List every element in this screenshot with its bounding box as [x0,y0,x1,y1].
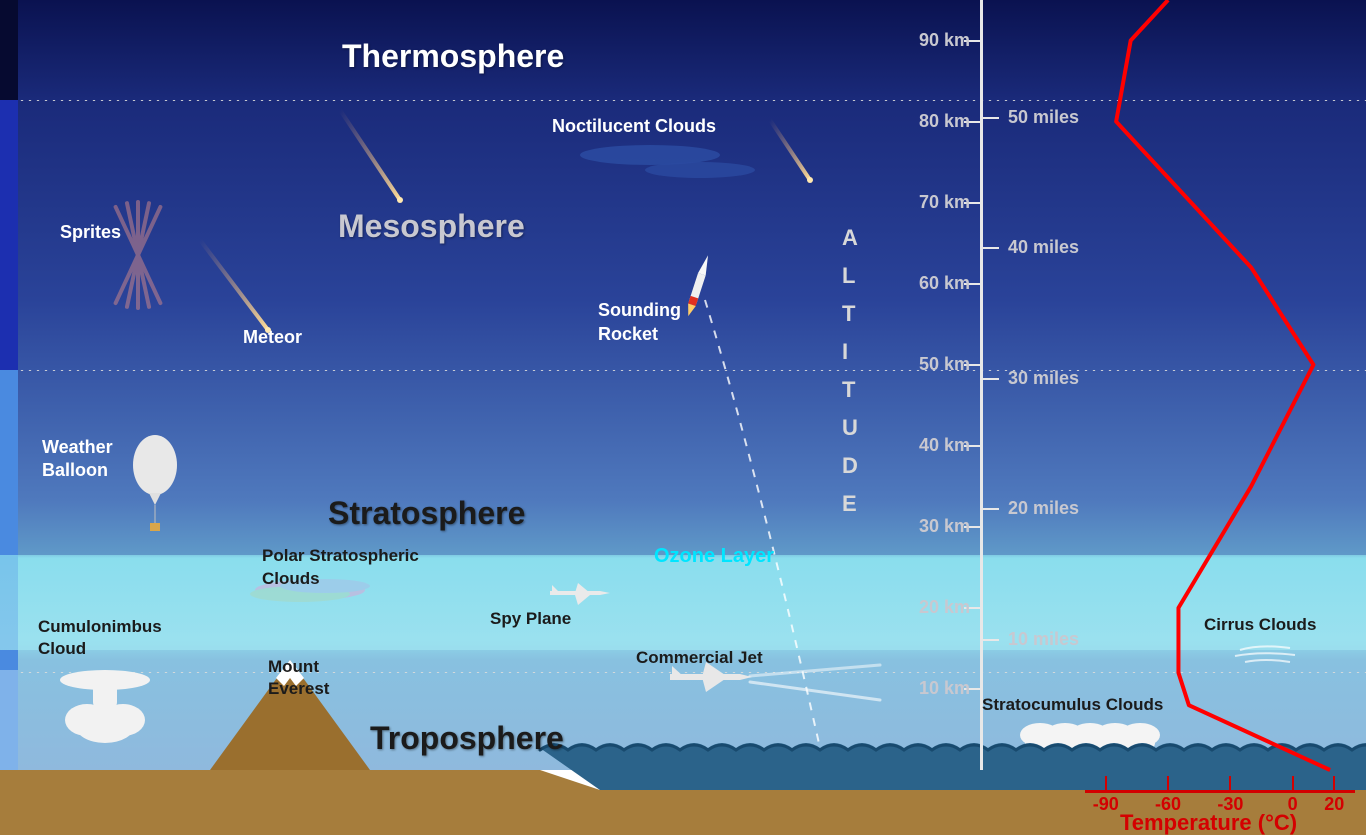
temp-tick [1229,776,1231,790]
mile-tick [983,508,999,510]
layer-boundary-line [18,672,1366,673]
altitude-axis-line [980,0,983,770]
altitude-letter: E [842,491,857,517]
altitude-letter: L [842,263,855,289]
km-tick-label: 60 km [900,273,970,294]
sky-gradient [0,0,1366,770]
ozone-band [0,555,1366,650]
km-tick-label: 30 km [900,516,970,537]
mile-tick [983,247,999,249]
mile-tick [983,117,999,119]
mile-tick [983,378,999,380]
side-band [0,670,18,770]
altitude-letter: T [842,301,855,327]
km-tick-label: 80 km [900,111,970,132]
side-band [0,100,18,370]
mile-tick-label: 30 miles [1008,368,1098,389]
layer-boundary-line [18,370,1366,371]
atmosphere-diagram: 90 km 80 km 70 km 60 km 50 km 40 km 30 km 20 km… [0,0,1366,835]
layer-boundary-line [18,100,1366,101]
mile-tick-label: 40 miles [1008,237,1098,258]
km-tick-label: 40 km [900,435,970,456]
altitude-letter: T [842,377,855,403]
km-tick-label: 70 km [900,192,970,213]
km-tick-label: 50 km [900,354,970,375]
mile-tick-label: 50 miles [1008,107,1098,128]
temperature-axis-line [1085,790,1355,793]
mile-tick-label: 10 miles [1008,629,1098,650]
altitude-letter: A [842,225,858,251]
km-tick-label: 90 km [900,30,970,51]
temp-tick [1167,776,1169,790]
mile-tick [983,639,999,641]
temperature-axis-title: Temperature (°C) [1120,810,1297,835]
altitude-letter: U [842,415,858,441]
temp-tick [1333,776,1335,790]
temp-tick [1105,776,1107,790]
temp-tick-label: 20 [1314,794,1354,815]
km-tick-label: 20 km [900,597,970,618]
altitude-letter: D [842,453,858,479]
mile-tick-label: 20 miles [1008,498,1098,519]
altitude-letter: I [842,339,848,365]
km-tick-label: 10 km [900,678,970,699]
temp-tick [1292,776,1294,790]
side-band [0,0,18,100]
